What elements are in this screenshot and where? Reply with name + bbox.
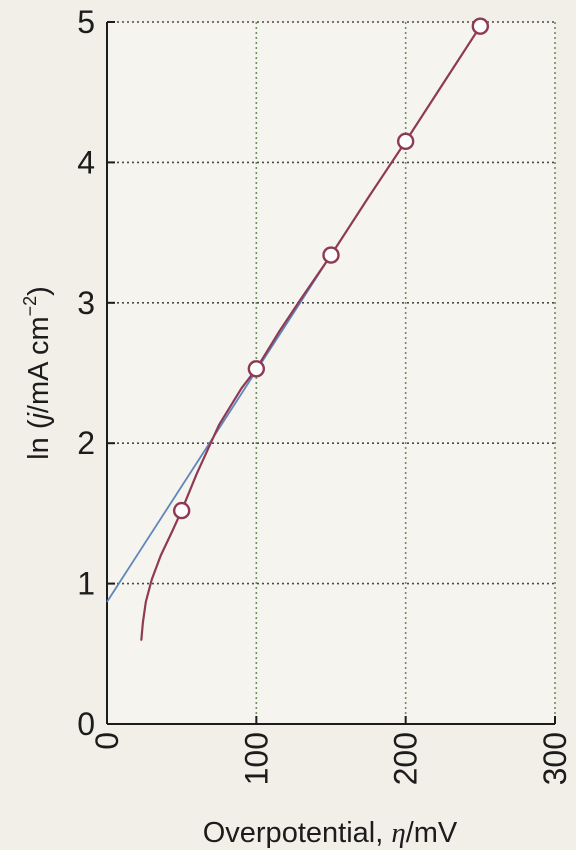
x-tick-label-0: 0	[89, 732, 125, 750]
y-axis-label-superscript: −2	[20, 296, 40, 317]
y-axis-label: ln (j/mA cm−2)	[20, 286, 55, 460]
y-axis-label-close: )	[23, 286, 55, 296]
y-tick-label-0: 0	[77, 706, 95, 742]
y-tick-label-1: 1	[77, 566, 95, 602]
fit-line-segment	[106, 254, 332, 603]
data-curve	[140, 25, 482, 641]
data-point-250	[471, 17, 490, 35]
y-axis-label-prefix: ln (	[23, 419, 55, 460]
y-axis-label-suffix: /mA cm	[23, 316, 55, 413]
tick-labels: 0 1 2 3 4 5 0 100 200 300	[77, 4, 573, 785]
data-point-150	[322, 246, 340, 264]
x-tick-label-300: 300	[537, 732, 573, 785]
y-tick-label-3: 3	[77, 285, 95, 321]
x-axis-label: Overpotential, η/mV	[203, 817, 458, 849]
y-tick-label-5: 5	[77, 4, 95, 40]
y-tick-label-2: 2	[77, 425, 95, 461]
x-axis-label-symbol: η	[391, 817, 405, 849]
y-tick-label-4: 4	[77, 144, 95, 180]
fit-line	[106, 254, 332, 603]
x-tick-label-100: 100	[238, 732, 274, 785]
x-tick-label-200: 200	[388, 732, 424, 785]
axes	[106, 21, 556, 725]
data-curve-path	[140, 25, 482, 641]
data-point-100	[247, 360, 266, 378]
data-point-200	[396, 132, 415, 151]
x-axis-label-prefix: Overpotential,	[203, 817, 392, 849]
data-markers	[172, 17, 490, 520]
x-axis-label-suffix: /mV	[406, 817, 458, 849]
data-point-50	[172, 501, 191, 520]
plot-area	[107, 22, 555, 724]
